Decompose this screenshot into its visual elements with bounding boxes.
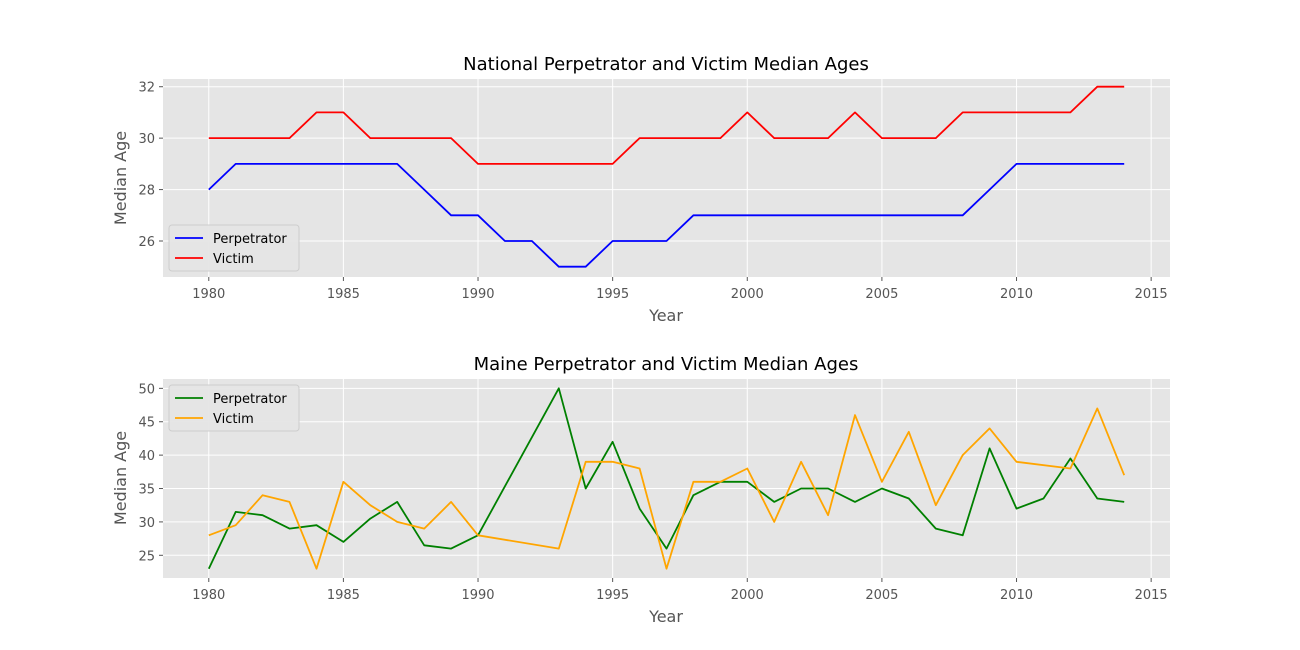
x-tick-label: 1985 (327, 588, 360, 603)
y-tick-label: 35 (138, 483, 155, 498)
maine-median-ages-chart: 1980 1985 1990 1995 2000 2005 2010 2015 25 30 35 4… (111, 354, 1170, 626)
legend-entry: Perpetrator (213, 392, 287, 407)
y-tick-label: 50 (138, 382, 155, 397)
x-tick-label: 1985 (327, 287, 360, 302)
legend: Perpetrator Victim (168, 224, 300, 272)
x-axis-label: Year (648, 306, 683, 325)
x-tick-labels: 1980 1985 1990 1995 2000 2005 2010 2015 (192, 578, 1168, 603)
legend-entry: Victim (213, 252, 254, 267)
y-tick-label: 30 (138, 516, 155, 531)
plot-area (163, 79, 1170, 277)
x-tick-label: 2000 (731, 287, 764, 302)
x-tick-label: 1990 (461, 588, 494, 603)
x-tick-label: 1980 (192, 287, 225, 302)
legend-box (168, 384, 300, 432)
x-tick-labels: 1980 1985 1990 1995 2000 2005 2010 2015 (192, 277, 1168, 302)
x-tick-label: 2000 (731, 588, 764, 603)
series-line-victim (208, 407, 1126, 570)
y-tick-label: 26 (138, 235, 155, 250)
series-lines (207, 387, 1126, 570)
legend-box (168, 224, 300, 272)
x-tick-label: 2015 (1135, 588, 1168, 603)
legend-entry: Perpetrator (213, 232, 287, 247)
y-axis-label: Median Age (111, 431, 130, 525)
x-tick-label: 2005 (865, 588, 898, 603)
y-tick-label: 30 (138, 132, 155, 147)
x-axis-label: Year (648, 607, 683, 626)
x-tick-label: 2010 (1000, 287, 1033, 302)
series-line-victim (208, 85, 1125, 165)
x-tick-label: 2015 (1135, 287, 1168, 302)
y-tick-label: 28 (138, 184, 155, 199)
series-line-perpetrator (207, 387, 1125, 570)
y-tick-labels: 25 30 35 40 45 50 (138, 382, 163, 564)
x-tick-label: 1990 (461, 287, 494, 302)
x-tick-label: 1980 (192, 588, 225, 603)
chart-title: Maine Perpetrator and Victim Median Ages (474, 354, 859, 375)
legend: Perpetrator Victim (168, 384, 300, 432)
grid (163, 379, 1170, 578)
series-lines (208, 85, 1125, 268)
x-tick-label: 1995 (596, 588, 629, 603)
x-tick-label: 1995 (596, 287, 629, 302)
x-tick-label: 2005 (865, 287, 898, 302)
y-tick-label: 25 (138, 549, 155, 564)
y-tick-label: 45 (138, 416, 155, 431)
x-tick-label: 2010 (1000, 588, 1033, 603)
y-tick-labels: 26 28 30 32 (138, 81, 163, 250)
chart-title: National Perpetrator and Victim Median A… (463, 54, 869, 75)
y-tick-label: 40 (138, 449, 155, 464)
legend-entry: Victim (213, 412, 254, 427)
series-line-perpetrator (208, 162, 1125, 268)
y-tick-label: 32 (138, 81, 155, 96)
y-axis-label: Median Age (111, 131, 130, 225)
national-median-ages-chart: 1980 1985 1990 1995 2000 2005 2010 2015 26 28 30 3… (111, 54, 1170, 325)
